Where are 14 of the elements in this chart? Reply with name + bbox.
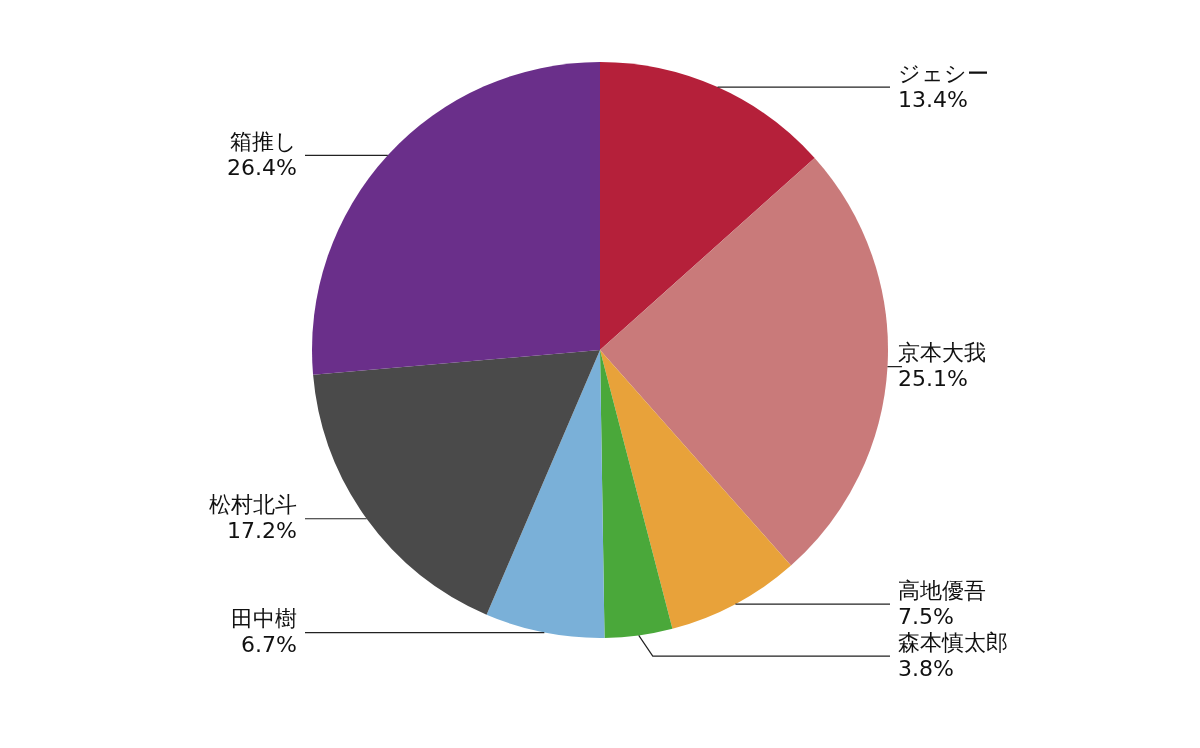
data-label: 13.4% — [898, 86, 968, 112]
slice-label: 田中樹 — [231, 606, 297, 632]
data-label: 26.4% — [227, 155, 297, 181]
slice-label: 京本大我 — [898, 340, 986, 366]
data-label: 6.7% — [241, 632, 297, 658]
data-label: 7.5% — [898, 603, 954, 629]
data-label: 3.8% — [898, 655, 954, 681]
data-label: 25.1% — [898, 366, 968, 392]
slice-label: 高地優吾 — [898, 577, 986, 603]
slice-label: 箱推し — [230, 129, 297, 155]
slice-label: 松村北斗 — [209, 492, 297, 518]
slice-label: ジェシー — [898, 60, 989, 86]
slice-label: 森本慎太郎 — [898, 629, 1008, 655]
data-label: 17.2% — [227, 518, 297, 544]
